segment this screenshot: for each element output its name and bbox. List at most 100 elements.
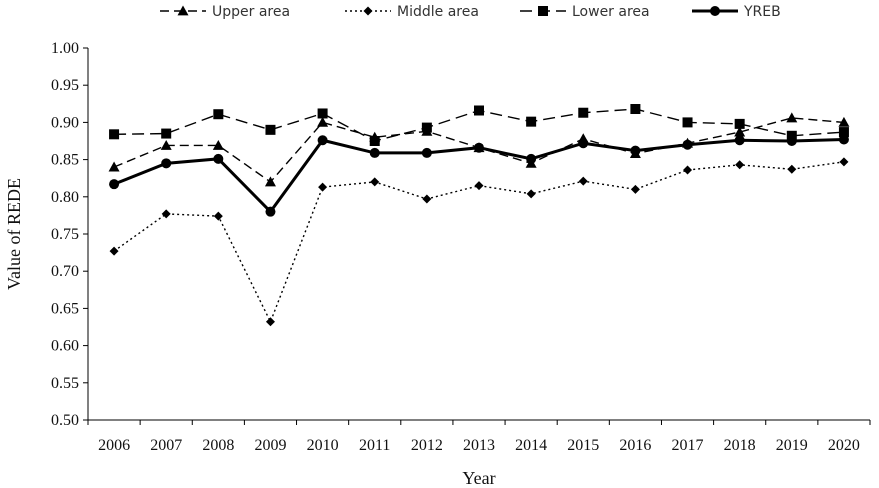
diamond-marker — [213, 211, 223, 221]
x-tick-label: 2012 — [411, 437, 443, 454]
x-tick-label: 2010 — [307, 437, 339, 454]
y-tick-label: 0.95 — [51, 77, 79, 94]
y-tick-label: 0.75 — [51, 226, 79, 243]
y-tick-label: 0.85 — [51, 152, 79, 169]
triangle-marker — [838, 116, 850, 127]
circle-marker — [578, 138, 589, 149]
square-marker — [265, 124, 276, 135]
circle-marker — [474, 142, 484, 153]
square-marker — [682, 117, 693, 128]
axes: 0.50 0.55 0.60 0.65 0.70 0.75 0.80 0.85 0.90 0.95… — [51, 40, 871, 454]
diamond-marker — [735, 160, 745, 170]
legend-item: YREB — [692, 4, 781, 20]
diamond-marker — [370, 177, 380, 187]
square-marker — [109, 129, 120, 140]
square-marker — [734, 118, 745, 129]
legend-item: Upper area — [160, 4, 290, 20]
diamond-marker — [683, 165, 693, 175]
y-tick-label: 0.80 — [51, 189, 79, 206]
triangle-marker — [317, 116, 329, 127]
circle-marker — [786, 136, 797, 146]
y-axis-label: Value of REDE — [4, 178, 24, 290]
legend-item: Lower area — [520, 4, 650, 20]
square-marker — [161, 128, 172, 139]
square-marker — [317, 108, 328, 119]
triangle-marker — [212, 139, 224, 150]
circle-marker — [526, 153, 537, 164]
y-tick-label: 0.60 — [51, 338, 79, 355]
circle-marker — [734, 135, 745, 146]
square-marker — [838, 127, 849, 138]
triangle-marker — [264, 176, 276, 187]
circle-marker — [630, 145, 641, 156]
diamond-marker — [630, 184, 640, 194]
diamond-marker — [578, 176, 588, 186]
circle-marker — [369, 147, 380, 158]
x-tick-label: 2020 — [828, 437, 860, 454]
diamond-marker — [474, 181, 484, 191]
legend: Upper area Middle area Lower area YREB — [160, 4, 781, 20]
legend-item: Middle area — [345, 4, 479, 20]
diamond-marker — [839, 157, 849, 167]
x-axis-label: Year — [462, 468, 495, 488]
circle-marker — [109, 179, 120, 190]
triangle-marker — [160, 139, 172, 150]
x-tick-label: 2015 — [567, 437, 599, 454]
series-group — [108, 104, 850, 327]
x-tick-label: 2007 — [150, 437, 182, 454]
diamond-marker — [422, 194, 432, 204]
diamond-marker — [363, 6, 373, 16]
diamond-marker — [161, 209, 171, 219]
circle-marker — [161, 158, 172, 169]
square-marker — [526, 116, 537, 127]
y-tick-label: 0.70 — [51, 263, 79, 280]
y-tick-label: 0.65 — [51, 300, 79, 317]
triangle-marker — [177, 5, 189, 16]
series-yreb — [109, 134, 849, 217]
legend-label: Lower area — [572, 4, 650, 20]
diamond-marker — [787, 164, 797, 174]
diamond-marker — [109, 246, 119, 256]
series-lower-area — [109, 104, 849, 146]
legend-label: Upper area — [212, 4, 290, 20]
legend-label: Middle area — [397, 4, 479, 20]
x-tick-label: 2013 — [463, 437, 495, 454]
square-marker — [786, 130, 797, 141]
x-tick-label: 2014 — [515, 437, 547, 454]
circle-marker — [265, 206, 276, 217]
square-marker — [630, 104, 641, 115]
circle-marker — [682, 139, 693, 150]
x-tick-label: 2016 — [619, 437, 651, 454]
x-tick-label: 2008 — [202, 437, 234, 454]
x-tick-label: 2019 — [776, 437, 808, 454]
x-tick-label: 2011 — [359, 437, 390, 454]
triangle-marker — [786, 112, 798, 123]
y-tick-label: 0.50 — [51, 412, 79, 429]
diamond-marker — [265, 317, 275, 327]
x-tick-label: 2006 — [98, 437, 130, 454]
diamond-marker — [526, 189, 536, 199]
circle-marker — [710, 6, 720, 16]
circle-marker — [838, 134, 849, 145]
x-tick-label: 2017 — [672, 437, 704, 454]
triangle-marker — [108, 161, 120, 172]
y-tick-label: 0.90 — [51, 114, 79, 131]
triangle-marker — [734, 126, 746, 137]
x-tick-label: 2009 — [254, 437, 286, 454]
y-tick-label: 1.00 — [51, 40, 79, 57]
square-marker — [213, 109, 224, 120]
square-marker — [578, 107, 589, 118]
square-marker — [474, 105, 484, 116]
square-marker — [538, 6, 548, 16]
x-tick-label: 2018 — [724, 437, 756, 454]
circle-marker — [317, 135, 328, 146]
square-marker — [421, 122, 432, 133]
y-tick-label: 0.55 — [51, 375, 79, 392]
square-marker — [369, 136, 380, 146]
series-line — [113, 161, 845, 324]
circle-marker — [213, 153, 224, 164]
series-middle-area — [109, 157, 849, 327]
diamond-marker — [318, 182, 328, 192]
legend-label: YREB — [743, 4, 781, 20]
